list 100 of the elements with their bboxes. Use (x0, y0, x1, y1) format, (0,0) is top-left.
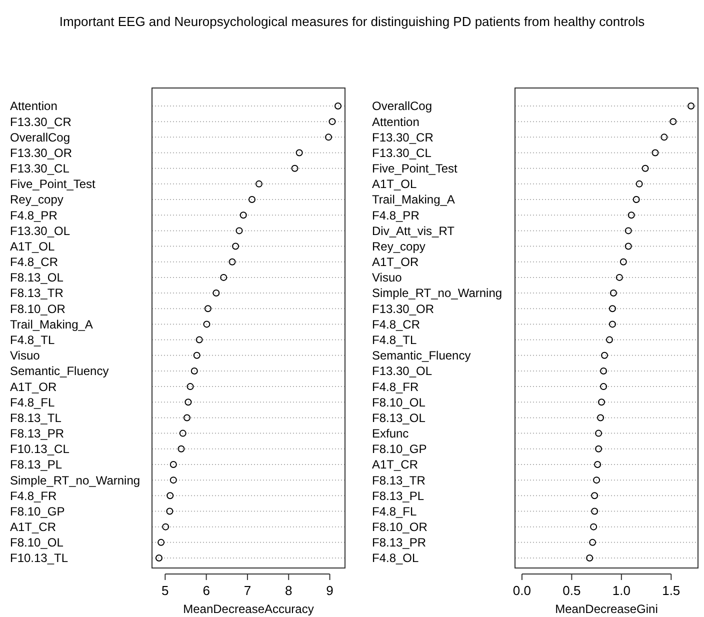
point (190, 367, 198, 374)
y-tick-label: F4.8_CR (10, 255, 58, 270)
point (608, 320, 616, 328)
point (595, 445, 602, 452)
point (179, 430, 186, 437)
point (597, 414, 604, 422)
y-tick-label: F13.30_CL (372, 146, 432, 160)
y-tick-label: Semantic_Fluency (372, 348, 471, 363)
point (162, 523, 170, 530)
point (660, 134, 668, 141)
chart-title: Important EEG and Neuropsychological measures for distinguishing PD patients from healthy controls (59, 14, 646, 29)
y-tick-label: A1T_OR (10, 380, 58, 394)
point (608, 305, 616, 312)
point (183, 414, 190, 422)
point (591, 508, 598, 515)
y-tick-label: Visuo (372, 270, 402, 285)
y-tick-label: F8.13_PR (372, 536, 426, 550)
y-tick-label: F4.8_FR (10, 488, 58, 503)
point (593, 476, 600, 484)
y-tick-label: OverallCog (372, 99, 432, 114)
y-tick-label: F4.8_TL (10, 332, 56, 347)
y-tick-label: F13.30_OR (10, 146, 72, 160)
point (652, 149, 659, 156)
x-tick-label: 0.0 (512, 583, 531, 598)
point (642, 164, 649, 172)
point (248, 196, 256, 204)
point (591, 492, 598, 500)
point (595, 430, 602, 437)
point (616, 274, 623, 281)
y-tick-label: F8.10_OL (10, 536, 64, 550)
x-tick-label: 8 (285, 583, 292, 598)
point (624, 227, 632, 234)
point (601, 352, 608, 359)
y-tick-label: F8.13_PR (10, 426, 64, 441)
y-tick-label: Exfunc (372, 426, 409, 441)
point (196, 336, 203, 344)
y-tick-label: F8.13_TR (10, 286, 64, 300)
point (204, 305, 212, 312)
point (688, 102, 695, 110)
point (589, 538, 596, 546)
point (193, 352, 200, 359)
y-tick-label: F4.8_FR (372, 380, 420, 394)
y-tick-label: F8.13_PL (10, 458, 62, 472)
point (325, 134, 332, 141)
point (636, 180, 643, 188)
point (628, 212, 635, 219)
y-tick-label: F8.13_TL (10, 410, 62, 425)
y-tick-label: F8.10_OR (10, 302, 66, 316)
y-tick-label: F8.10_GP (10, 504, 65, 518)
point (220, 274, 228, 281)
point (232, 242, 240, 250)
point (606, 336, 613, 344)
y-tick-label: F13.30_CR (10, 114, 72, 129)
y-tick-label: Trail_Making_A (10, 317, 93, 332)
y-tick-label: F4.8_FL (10, 395, 56, 410)
point (632, 196, 640, 204)
y-tick-label: F4.8_TL (372, 332, 418, 347)
y-tick-label: OverallCog (10, 130, 70, 144)
y-tick-label: Rey_copy (372, 239, 426, 254)
y-tick-label: Attention (10, 99, 58, 114)
y-tick-label: F4.8_PR (372, 208, 420, 222)
x-tick-label: 1.0 (612, 583, 630, 598)
y-tick-label: A1T_OL (10, 239, 56, 254)
x-tick-label: 1.5 (662, 583, 680, 598)
y-tick-label: A1T_CR (10, 520, 56, 534)
y-tick-label: Attention (372, 114, 420, 129)
y-tick-label: A1T_OL (372, 177, 418, 192)
y-tick-label: F8.13_OL (372, 410, 426, 425)
x-axis-title: MeanDecreaseGini (555, 602, 658, 616)
point (586, 554, 594, 562)
point (212, 290, 220, 297)
y-tick-label: F8.13_PL (372, 488, 424, 503)
point (600, 383, 608, 390)
x-tick-label: 0.5 (562, 583, 581, 598)
x-tick-label: 5 (162, 583, 169, 598)
point (610, 290, 617, 297)
point (624, 242, 632, 250)
y-tick-label: F10.13_CL (10, 442, 70, 456)
y-tick-label: A1T_OR (372, 255, 420, 270)
y-tick-label: F4.8_OL (372, 551, 420, 566)
point (170, 460, 177, 468)
y-tick-label: Trail_Making_A (372, 192, 455, 207)
y-tick-label: Five_Point_Test (372, 162, 458, 176)
y-tick-label: Five_Point_Test (10, 177, 96, 192)
y-tick-label: F8.10_GP (372, 442, 427, 456)
point (594, 460, 602, 468)
point (203, 320, 210, 328)
y-tick-label: F4.8_CR (372, 317, 420, 332)
y-tick-label: F4.8_FL (372, 504, 418, 518)
y-tick-label: F13.30_OL (372, 364, 432, 378)
point (670, 118, 677, 126)
point (166, 508, 174, 515)
point (296, 149, 303, 156)
point (334, 102, 342, 110)
point (598, 398, 606, 406)
point (255, 180, 262, 188)
point (236, 227, 243, 234)
point (600, 367, 608, 374)
y-tick-label: F4.8_PR (10, 208, 58, 222)
y-tick-label: Visuo (10, 348, 40, 363)
